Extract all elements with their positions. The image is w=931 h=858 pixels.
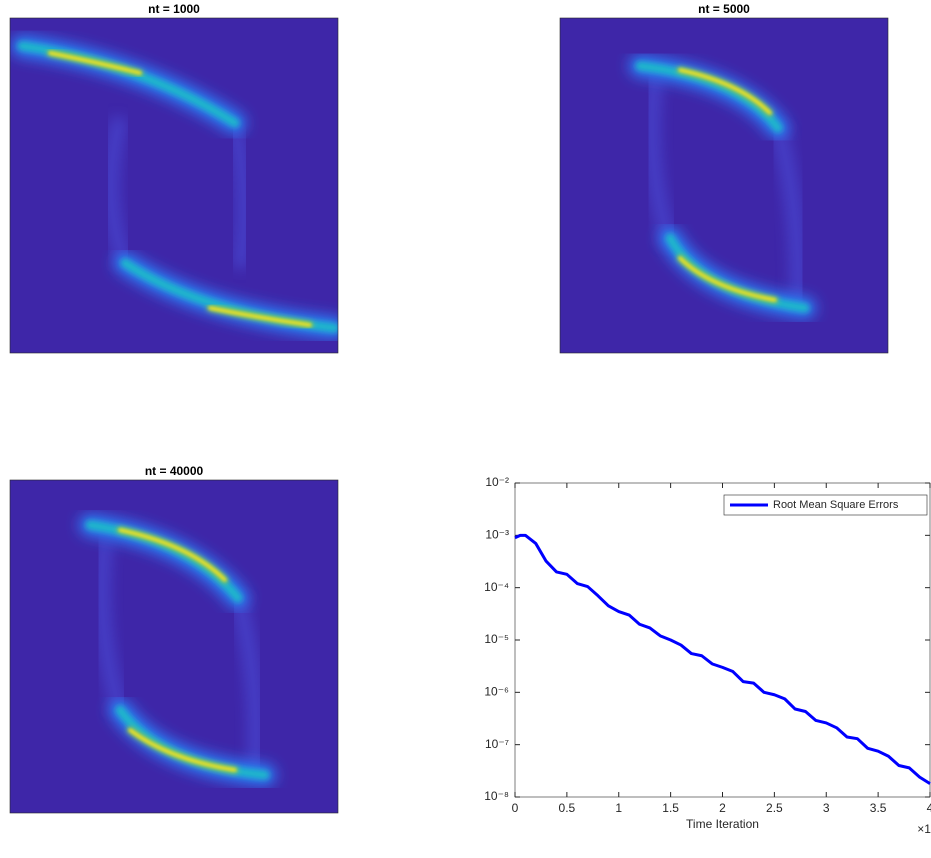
axes-box xyxy=(9,479,339,814)
faint-band xyxy=(770,125,807,304)
faint-band xyxy=(230,595,264,771)
faint-band xyxy=(103,116,133,266)
panel-title: nt = 5000 xyxy=(698,2,750,16)
panel-title: nt = 40000 xyxy=(145,464,204,478)
y-tick-label: 10⁻³ xyxy=(485,528,509,542)
streak-peak xyxy=(678,68,772,115)
x-tick-label: 2.5 xyxy=(766,801,783,815)
y-tick-label: 10⁻⁷ xyxy=(485,737,509,751)
streak-peak xyxy=(678,256,777,302)
heatmap xyxy=(9,479,339,814)
heatmap-image xyxy=(10,480,338,813)
streak xyxy=(635,61,783,133)
x-tick-label: 4 xyxy=(927,801,931,815)
streak-peak xyxy=(128,728,237,772)
x-tick-label: 3 xyxy=(823,801,830,815)
y-tick-label: 10⁻² xyxy=(485,475,509,489)
x-tick-label: 2 xyxy=(719,801,726,815)
y-tick-label: 10⁻⁶ xyxy=(484,685,509,699)
x-multiplier: ×10⁴ xyxy=(917,822,931,836)
x-axis-label: Time Iteration xyxy=(686,817,759,831)
faint-band xyxy=(227,126,252,270)
plot-area xyxy=(514,482,931,798)
y-tick-label: 10⁻⁸ xyxy=(484,789,509,803)
heatmap xyxy=(9,17,339,354)
axes-box xyxy=(559,17,889,354)
panel-title: nt = 1000 xyxy=(148,2,200,16)
y-tick-label: 10⁻⁵ xyxy=(484,632,509,646)
x-tick-label: 0 xyxy=(512,801,519,815)
legend-label: Root Mean Square Errors xyxy=(773,499,899,511)
line-series xyxy=(514,533,931,785)
streak-peak xyxy=(118,528,227,582)
legend-box xyxy=(723,494,928,516)
x-tick-label: 1 xyxy=(615,801,622,815)
heatmap xyxy=(559,17,889,354)
x-tick-label: 3.5 xyxy=(870,801,887,815)
x-tick-label: 0.5 xyxy=(559,801,576,815)
streak-peak xyxy=(48,51,142,75)
streak-peak xyxy=(208,306,312,327)
faint-band xyxy=(644,77,678,246)
heatmap-image xyxy=(10,18,338,353)
heatmap-image xyxy=(560,18,888,353)
heatmap-background xyxy=(10,18,338,353)
heatmap-background xyxy=(560,18,888,353)
x-tick-label: 1.5 xyxy=(662,801,679,815)
axes-box xyxy=(9,17,339,354)
faint-band xyxy=(94,539,128,713)
y-tick-label: 10⁻⁴ xyxy=(484,580,509,594)
